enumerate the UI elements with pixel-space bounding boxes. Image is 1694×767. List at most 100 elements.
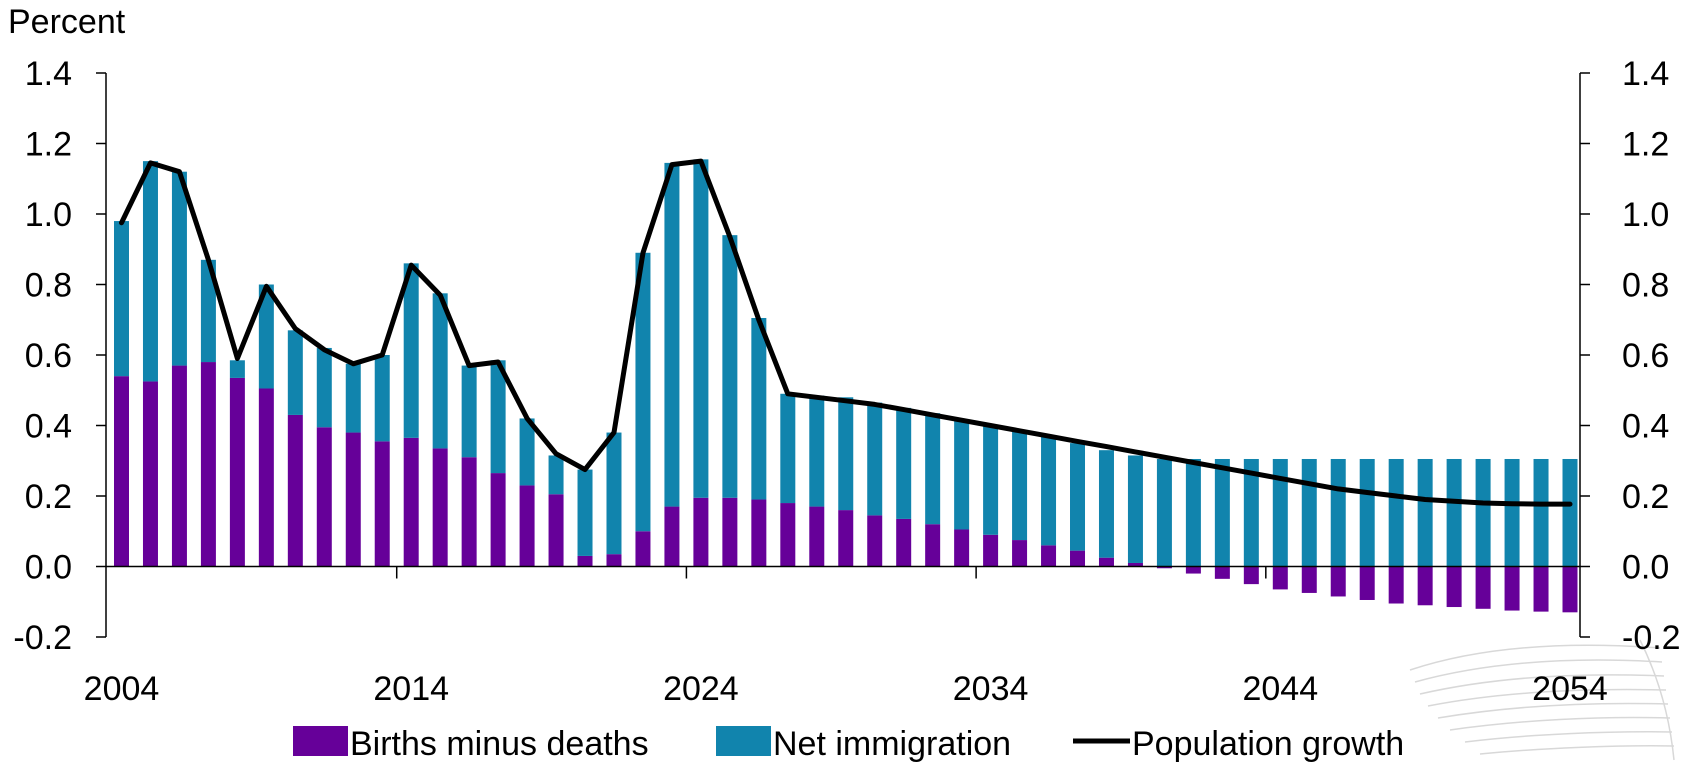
- bar-net-immigration: [548, 455, 564, 495]
- bar-births-minus-deaths: [780, 503, 796, 567]
- bar-net-immigration: [722, 235, 738, 498]
- bar-births-minus-deaths: [1070, 550, 1086, 567]
- y-axis-title: Percent: [8, 3, 126, 41]
- bar-net-immigration: [1243, 458, 1259, 567]
- x-tick-label: 2034: [953, 670, 1029, 708]
- bar-births-minus-deaths: [461, 457, 477, 567]
- bar-births-minus-deaths: [1562, 566, 1578, 613]
- bar-net-immigration: [983, 425, 999, 535]
- bar-births-minus-deaths: [287, 414, 303, 567]
- bar-net-immigration: [1533, 458, 1549, 567]
- bar-births-minus-deaths: [1475, 566, 1491, 609]
- x-tick-label: 2014: [373, 670, 449, 708]
- bar-net-immigration: [1070, 443, 1086, 551]
- y-tick-label-left: -0.2: [13, 619, 72, 657]
- bar-net-immigration: [780, 393, 796, 504]
- y-tick-label-right: 1.0: [1622, 196, 1669, 234]
- bar-births-minus-deaths: [490, 473, 506, 567]
- legend: Births minus deaths Net immigration Popu…: [293, 725, 1404, 763]
- bar-births-minus-deaths: [1272, 566, 1288, 590]
- bar-net-immigration: [1562, 458, 1578, 567]
- bar-births-minus-deaths: [229, 377, 245, 567]
- y-tick-label-left: 0.6: [25, 337, 72, 375]
- bar-net-immigration: [1185, 458, 1201, 567]
- bar-births-minus-deaths: [1301, 566, 1317, 593]
- legend-swatch-net-immigration: [716, 726, 771, 756]
- bar-net-immigration: [374, 355, 390, 442]
- bar-net-immigration: [1359, 458, 1375, 567]
- bar-net-immigration: [287, 330, 303, 415]
- bar-net-immigration: [867, 402, 883, 516]
- bar-births-minus-deaths: [345, 432, 361, 567]
- bar-net-immigration: [925, 413, 941, 525]
- bar-net-immigration: [1330, 458, 1346, 567]
- bar-births-minus-deaths: [171, 365, 187, 567]
- bar-births-minus-deaths: [867, 515, 883, 567]
- bar-births-minus-deaths: [809, 506, 825, 567]
- bar-births-minus-deaths: [925, 524, 941, 567]
- bar-births-minus-deaths: [200, 362, 216, 567]
- bar-net-immigration: [1446, 458, 1462, 567]
- bar-births-minus-deaths: [1533, 566, 1549, 612]
- x-tick-label: 2024: [663, 670, 739, 708]
- y-tick-label-left: 1.2: [25, 126, 72, 164]
- bar-net-immigration: [838, 397, 854, 511]
- legend-label-births-minus-deaths: Births minus deaths: [350, 725, 649, 763]
- bar-births-minus-deaths: [519, 485, 535, 567]
- bar-births-minus-deaths: [1156, 566, 1172, 569]
- bar-net-immigration: [693, 159, 709, 498]
- bar-births-minus-deaths: [838, 510, 854, 567]
- axes-lines: [105, 73, 1581, 637]
- bar-births-minus-deaths: [548, 494, 564, 567]
- bar-births-minus-deaths: [722, 497, 738, 567]
- bar-births-minus-deaths: [258, 388, 274, 567]
- bar-net-immigration: [1388, 458, 1404, 567]
- bar-births-minus-deaths: [635, 531, 651, 567]
- y-tick-label-right: 0.8: [1622, 267, 1669, 305]
- bar-births-minus-deaths: [577, 555, 593, 567]
- bar-net-immigration: [1012, 430, 1028, 541]
- bar-net-immigration: [258, 284, 274, 389]
- y-tick-label-right: 1.2: [1622, 126, 1669, 164]
- bar-births-minus-deaths: [1359, 566, 1375, 600]
- bar-net-immigration: [751, 317, 767, 500]
- bar-net-immigration: [461, 365, 477, 458]
- y-tick-label-left: 0.0: [25, 549, 72, 587]
- bar-net-immigration: [577, 469, 593, 556]
- bar-births-minus-deaths: [1446, 566, 1462, 608]
- bar-series: [114, 159, 1578, 613]
- x-tick-label: 2044: [1242, 670, 1318, 708]
- bar-births-minus-deaths: [1127, 562, 1143, 567]
- bar-net-immigration: [229, 360, 245, 378]
- y-tick-label-left: 0.4: [25, 408, 72, 446]
- bar-births-minus-deaths: [403, 437, 419, 567]
- population-growth-series: [119, 158, 1573, 507]
- y-tick-label-left: 0.2: [25, 478, 72, 516]
- y-tick-label-right: 0.0: [1622, 549, 1669, 587]
- bar-net-immigration: [1417, 458, 1433, 567]
- bar-births-minus-deaths: [1185, 566, 1201, 574]
- bar-births-minus-deaths: [432, 448, 448, 567]
- y-tick-label-right: 0.2: [1622, 478, 1669, 516]
- bar-net-immigration: [171, 171, 187, 366]
- bar-births-minus-deaths: [1098, 557, 1114, 567]
- bar-net-immigration: [896, 407, 912, 519]
- bar-births-minus-deaths: [1243, 566, 1259, 585]
- y-tick-label-right: 0.6: [1622, 337, 1669, 375]
- bar-births-minus-deaths: [142, 381, 158, 567]
- bar-births-minus-deaths: [1417, 566, 1433, 606]
- y-tick-label-right: -0.2: [1622, 619, 1681, 657]
- legend-swatch-births-minus-deaths: [293, 726, 348, 756]
- bar-net-immigration: [114, 221, 129, 377]
- y-tick-label-right: 1.4: [1622, 55, 1669, 93]
- bar-net-immigration: [1301, 458, 1317, 567]
- bar-births-minus-deaths: [374, 441, 390, 567]
- bar-net-immigration: [519, 418, 535, 486]
- bar-net-immigration: [142, 161, 158, 382]
- bar-births-minus-deaths: [1041, 545, 1057, 567]
- y-tick-label-right: 0.4: [1622, 408, 1669, 446]
- bar-births-minus-deaths: [983, 534, 999, 567]
- bar-net-immigration: [1127, 455, 1143, 563]
- bar-births-minus-deaths: [316, 427, 332, 567]
